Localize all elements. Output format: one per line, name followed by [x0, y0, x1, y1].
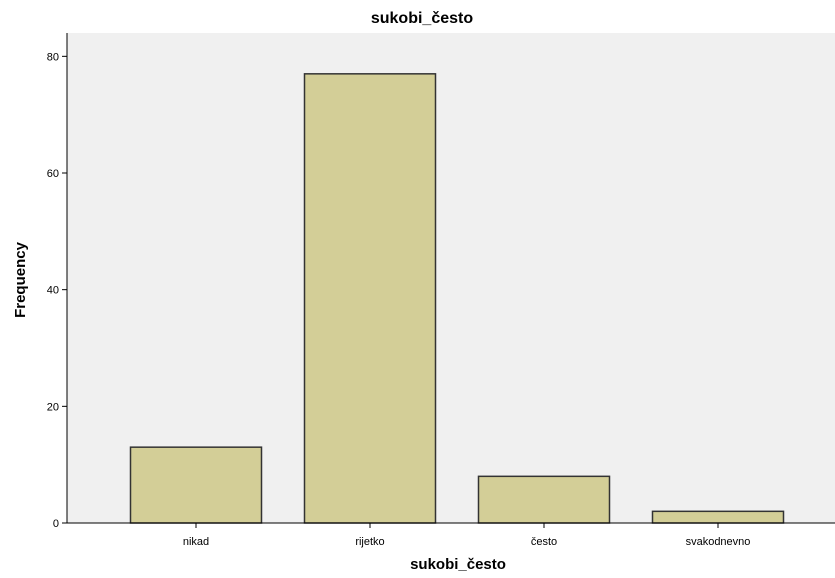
y-ticks-group: 0 20 40 60 80 — [47, 51, 67, 530]
x-ticks-group: nikad rijetko često svakodnevno — [183, 523, 751, 548]
y-tick-label: 80 — [47, 51, 59, 63]
x-tick-label: često — [531, 536, 557, 548]
x-tick-label: svakodnevno — [686, 536, 751, 548]
y-axis-label: Frequency — [12, 241, 29, 318]
bar-1 — [303, 73, 437, 524]
x-tick-label: nikad — [183, 536, 209, 548]
plot-area — [67, 33, 835, 523]
y-tick-label: 20 — [47, 401, 59, 413]
x-tick-label: rijetko — [355, 536, 384, 548]
bar-3 — [651, 510, 785, 524]
chart-title: sukobi_često — [371, 10, 473, 27]
y-tick-label: 60 — [47, 168, 59, 180]
bar-0 — [129, 446, 263, 524]
bars-group — [129, 73, 785, 524]
y-tick-label: 0 — [53, 518, 59, 530]
y-tick-label: 40 — [47, 285, 59, 297]
bar-2 — [477, 475, 611, 524]
x-axis-label: sukobi_često — [410, 556, 506, 573]
